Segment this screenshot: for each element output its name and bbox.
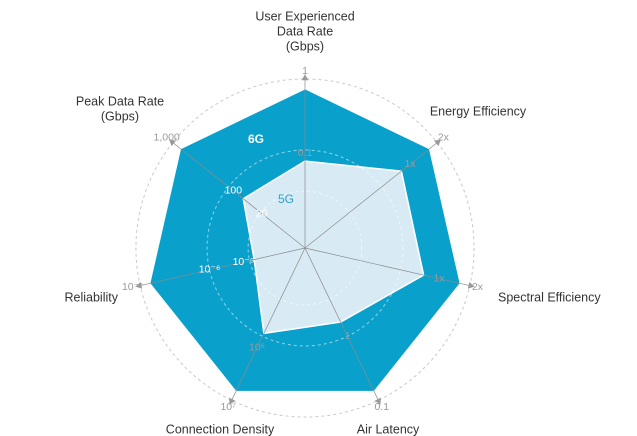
outer-tick-3: 0.1 xyxy=(374,401,389,413)
axis-line-5 xyxy=(135,247,306,288)
series-label-5g: 5G xyxy=(278,192,294,206)
axis-line-6 xyxy=(168,139,306,249)
axis-label-6-1: (Gbps) xyxy=(101,109,139,123)
outer-tick-2: 2x xyxy=(472,281,484,293)
extra-tick-0: 100 xyxy=(225,185,243,197)
outer-tick-4: 10⁷ xyxy=(220,401,236,413)
outer-tick-0: 1 xyxy=(302,65,308,77)
extra-tick-1: 10⁻⁶ xyxy=(199,264,221,276)
axis-label-5-0: Reliability xyxy=(65,290,119,304)
axis-arrow-5 xyxy=(135,281,143,289)
axis-line-3 xyxy=(304,247,381,405)
series-5g-group xyxy=(242,160,425,335)
axis-line-1 xyxy=(304,139,442,249)
axis-label-0-1: Data Rate xyxy=(277,24,333,38)
axis-label-2-0: Spectral Efficiency xyxy=(498,290,601,304)
series-label-6g: 6G xyxy=(248,132,264,146)
outer-tick-5: 10⁻⁷ xyxy=(122,281,143,293)
inner-tick-4: 10⁶ xyxy=(249,341,265,353)
axis-label-3-0: Air Latency xyxy=(357,422,420,436)
axis-label-0-2: (Gbps) xyxy=(286,39,324,53)
outer-tick-6: 1,000 xyxy=(154,131,180,143)
grid-ring-inner-1 xyxy=(206,149,404,347)
inner-tick-6: 20 xyxy=(256,207,268,219)
axis-line-4 xyxy=(229,247,306,405)
axis-label-6-0: Peak Data Rate xyxy=(76,94,164,108)
axis-label-4-0: Connection Density xyxy=(166,422,275,436)
grid-ring-outer xyxy=(135,78,475,418)
axis-arrow-3 xyxy=(374,397,381,405)
axis-arrow-1 xyxy=(434,139,441,147)
series-5g-area xyxy=(242,160,425,335)
grid-ring-inner-2 xyxy=(247,190,363,306)
axis-arrow-2 xyxy=(467,281,475,289)
axis-layer xyxy=(135,74,475,405)
outer-tick-1: 2x xyxy=(438,131,450,143)
axis-line-2 xyxy=(304,247,475,288)
grid-layer xyxy=(135,78,475,418)
inner-tick-2: 1x xyxy=(433,272,445,284)
axis-label-1-0: Energy Efficiency xyxy=(430,104,527,118)
axis-arrow-4 xyxy=(229,397,236,405)
axis-label-0-0: User Experienced xyxy=(255,9,354,23)
inner-tick-3: 1 xyxy=(345,330,351,342)
inner-tick-0: 0.1 xyxy=(298,147,313,159)
inner-tick-5: 10⁻⁵ xyxy=(233,256,255,268)
axis-arrow-6 xyxy=(169,139,176,147)
inner-tick-1: 1x xyxy=(404,158,416,170)
axis-arrow-0 xyxy=(301,74,309,81)
